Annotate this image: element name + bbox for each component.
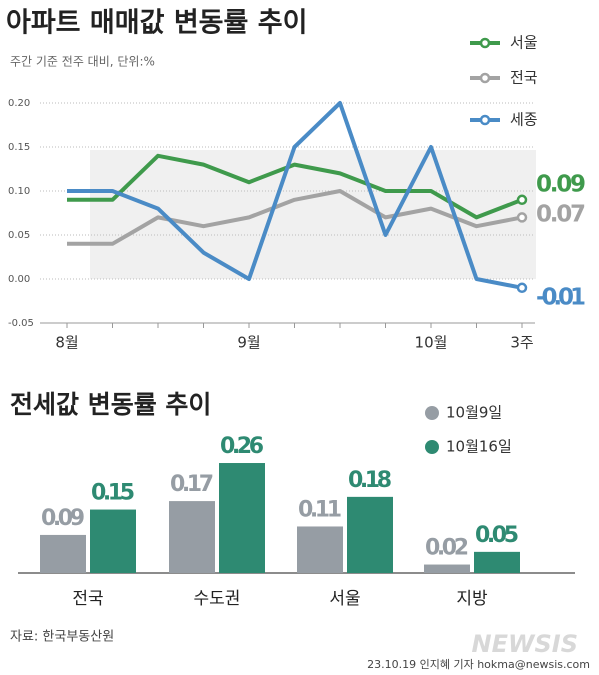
end-point [516, 212, 528, 223]
y-tick-label: 0.15 [8, 142, 30, 153]
line [67, 101, 523, 290]
end-point [516, 282, 528, 294]
x-tick-label: 수도권 [194, 589, 241, 609]
x-tick-label: 지방 [456, 589, 488, 609]
value-label: 0.11 [298, 497, 342, 522]
y-tick-label: -0.05 [8, 318, 34, 329]
chart-title: 아파트 매매값 변동률 추이 [6, 8, 307, 39]
value-label: 0.05 [475, 523, 519, 548]
value-label: 0.09 [41, 506, 85, 531]
source: 자료: 한국부동산원 [10, 630, 114, 645]
bar [347, 496, 393, 573]
chart-subtitle: 주간 기준 전주 대비, 단위:% [10, 55, 155, 69]
bar [474, 551, 520, 573]
legend-label: 서울 [510, 34, 538, 52]
chart-title: 전세값 변동률 추이 [10, 390, 211, 419]
x-tick-label: 전국 [72, 589, 103, 609]
value-label: 0.02 [425, 536, 469, 561]
x-tick-label: 3주 [510, 334, 533, 352]
value-label: 0.26 [220, 434, 264, 459]
x-tick-label: 10월 [415, 334, 448, 352]
credit: 23.10.19 인지혜 기자 hokma@newsis.com [367, 658, 590, 671]
legend-marker [479, 37, 491, 49]
legend-label: 10월9일 [446, 404, 502, 422]
bar [424, 564, 470, 573]
bar [219, 463, 265, 573]
end-label: -0.01 [536, 285, 586, 311]
legend-label: 10월16일 [446, 438, 512, 456]
bar [40, 534, 86, 573]
bar [297, 526, 343, 573]
value-label: 0.15 [91, 481, 135, 506]
x-tick-label: 서울 [329, 589, 360, 609]
line [67, 189, 523, 246]
legend-marker [425, 440, 439, 454]
value-label: 0.18 [348, 468, 392, 493]
legend-label: 세종 [510, 111, 538, 129]
bar [169, 501, 215, 573]
y-tick-label: 0.05 [8, 230, 30, 241]
x-tick-label: 8월 [55, 334, 78, 352]
end-label: 0.07 [536, 202, 586, 228]
y-tick-label: 0.20 [8, 98, 30, 109]
end-point [516, 194, 528, 206]
legend-marker [479, 72, 491, 84]
legend-marker [479, 114, 491, 126]
y-tick-label: 0.00 [8, 274, 30, 285]
end-label: 0.09 [536, 172, 586, 198]
legend-label: 전국 [510, 69, 538, 87]
line [67, 153, 523, 220]
bar [90, 509, 136, 573]
y-tick-label: 0.10 [8, 186, 30, 197]
value-label: 0.17 [170, 472, 214, 497]
logo: NEWSIS [472, 630, 578, 658]
x-tick-label: 9월 [237, 334, 260, 352]
legend-marker [425, 406, 439, 420]
